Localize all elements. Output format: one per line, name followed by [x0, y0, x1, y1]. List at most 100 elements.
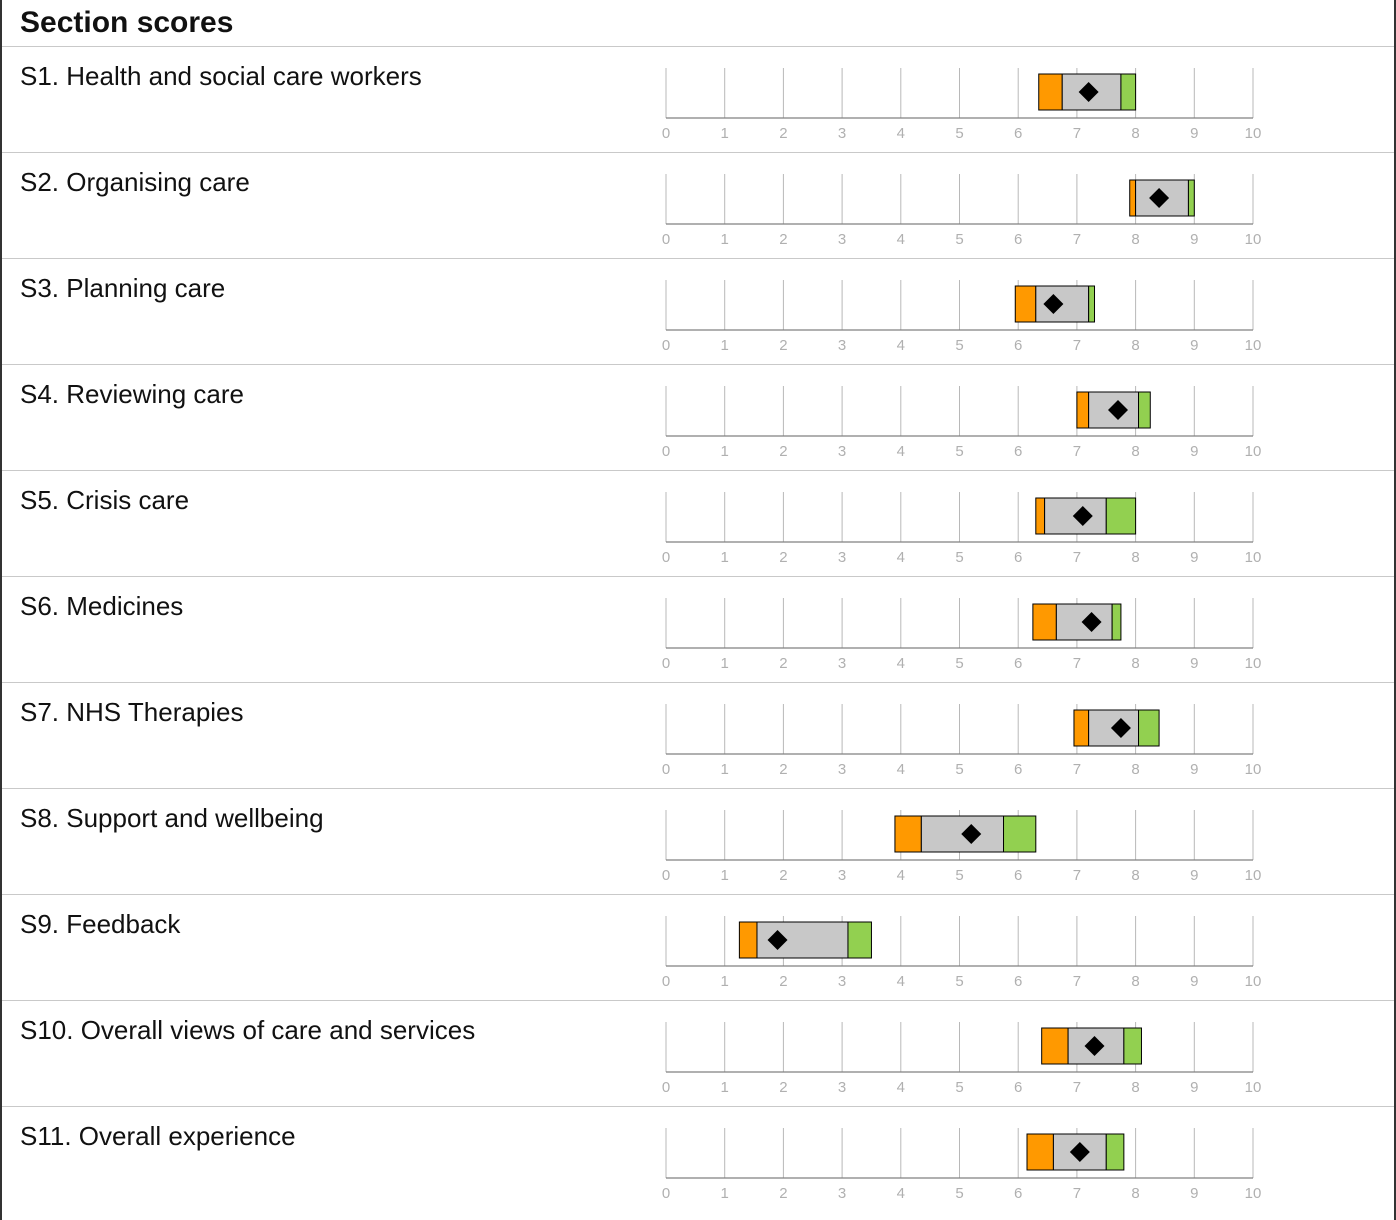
tick-label: 3 — [838, 655, 846, 672]
lower-band — [1026, 1133, 1054, 1171]
tick-label: 2 — [779, 1185, 787, 1202]
section-row: S10. Overall views of care and services 0… — [2, 1000, 1394, 1107]
section-label: S8. Support and wellbeing — [20, 803, 324, 833]
section-label: S5. Crisis care — [20, 485, 190, 515]
section-label: S11. Overall experience — [20, 1121, 296, 1151]
tick-label: 9 — [1190, 1185, 1198, 1202]
tick-label: 8 — [1131, 443, 1139, 460]
score-marker — [1078, 82, 1099, 102]
tick-label: 2 — [779, 231, 787, 248]
tick-label: 5 — [955, 1079, 963, 1096]
tick-label: 7 — [1073, 655, 1081, 672]
tick-label: 4 — [897, 443, 905, 460]
score-marker — [1043, 294, 1064, 314]
tick-label: 0 — [662, 1185, 670, 1202]
tick-label: 10 — [1245, 1079, 1262, 1096]
tick-label: 9 — [1190, 549, 1198, 566]
tick-label: 0 — [662, 655, 670, 672]
tick-label: 4 — [897, 867, 905, 884]
tick-label: 2 — [779, 549, 787, 566]
tick-label: 0 — [662, 549, 670, 566]
tick-label: 8 — [1131, 1079, 1139, 1096]
tick-label: 9 — [1190, 337, 1198, 354]
score-range-plot: 0 1 2 3 4 5 6 7 8 9 10 — [662, 916, 1261, 990]
tick-label: 4 — [897, 231, 905, 248]
tick-label: 2 — [779, 761, 787, 778]
tick-label: 1 — [721, 1079, 729, 1096]
tick-label: 10 — [1245, 761, 1262, 778]
lower-band — [1014, 285, 1037, 323]
section-row: S5. Crisis care 0 1 2 3 4 5 6 7 8 9 10 — [2, 470, 1394, 577]
score-marker — [961, 824, 982, 844]
tick-label: 7 — [1073, 1079, 1081, 1096]
tick-label: 0 — [662, 125, 670, 142]
tick-label: 4 — [897, 549, 905, 566]
tick-label: 6 — [1014, 973, 1022, 990]
tick-label: 10 — [1245, 867, 1262, 884]
tick-label: 5 — [955, 761, 963, 778]
tick-label: 8 — [1131, 761, 1139, 778]
tick-label: 10 — [1245, 443, 1262, 460]
tick-label: 3 — [838, 443, 846, 460]
tick-label: 2 — [779, 867, 787, 884]
tick-label: 1 — [721, 549, 729, 566]
tick-label: 5 — [955, 337, 963, 354]
tick-label: 6 — [1014, 761, 1022, 778]
section-row: S11. Overall experience 0 1 2 3 4 5 6 7 8 9 10 — [2, 1106, 1394, 1213]
section-label: S1. Health and social care workers — [20, 61, 422, 91]
tick-label: 8 — [1131, 125, 1139, 142]
section-label: S7. NHS Therapies — [20, 697, 244, 727]
upper-band — [847, 921, 872, 959]
tick-label: 1 — [721, 443, 729, 460]
tick-label: 3 — [838, 337, 846, 354]
tick-label: 6 — [1014, 443, 1022, 460]
tick-label: 6 — [1014, 1079, 1022, 1096]
tick-label: 0 — [662, 867, 670, 884]
lower-band — [1041, 1027, 1069, 1065]
tick-label: 5 — [955, 655, 963, 672]
tick-label: 6 — [1014, 337, 1022, 354]
section-label: S9. Feedback — [20, 909, 181, 939]
tick-label: 2 — [779, 337, 787, 354]
tick-label: 6 — [1014, 125, 1022, 142]
tick-label: 2 — [779, 125, 787, 142]
tick-label: 8 — [1131, 655, 1139, 672]
tick-label: 6 — [1014, 549, 1022, 566]
tick-label: 8 — [1131, 973, 1139, 990]
tick-label: 3 — [838, 973, 846, 990]
score-marker — [1084, 1036, 1105, 1056]
score-marker — [767, 930, 788, 950]
tick-label: 4 — [897, 761, 905, 778]
tick-label: 4 — [897, 125, 905, 142]
lower-band — [1129, 179, 1137, 217]
score-range-plot: 0 1 2 3 4 5 6 7 8 9 10 — [662, 492, 1261, 566]
upper-band — [1120, 73, 1137, 111]
tick-label: 4 — [897, 1185, 905, 1202]
section-label: S6. Medicines — [20, 591, 184, 621]
tick-label: 8 — [1131, 337, 1139, 354]
tick-label: 10 — [1245, 337, 1262, 354]
tick-label: 6 — [1014, 655, 1022, 672]
upper-band — [1138, 709, 1160, 747]
tick-label: 7 — [1073, 867, 1081, 884]
tick-label: 5 — [955, 231, 963, 248]
upper-band — [1088, 285, 1096, 323]
tick-label: 8 — [1131, 1185, 1139, 1202]
section-label: S2. Organising care — [20, 167, 250, 197]
section-label: S10. Overall views of care and services — [20, 1015, 476, 1045]
tick-label: 8 — [1131, 549, 1139, 566]
section-row: S2. Organising care 0 1 2 3 4 5 6 7 8 9 10 — [2, 152, 1394, 259]
lower-band — [1073, 709, 1090, 747]
tick-label: 3 — [838, 761, 846, 778]
tick-label: 1 — [721, 973, 729, 990]
lower-band — [1035, 497, 1046, 535]
tick-label: 4 — [897, 337, 905, 354]
score-range-plot: 0 1 2 3 4 5 6 7 8 9 10 — [662, 704, 1262, 778]
score-marker — [1069, 1142, 1090, 1162]
tick-label: 0 — [662, 337, 670, 354]
tick-label: 1 — [721, 1185, 729, 1202]
section-label: S4. Reviewing care — [20, 379, 244, 409]
score-marker — [1107, 400, 1128, 420]
tick-label: 1 — [721, 761, 729, 778]
